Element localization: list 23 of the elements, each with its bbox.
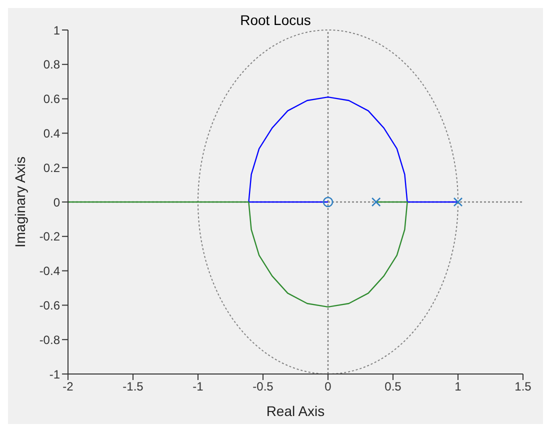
y-tick-label: 0.8 xyxy=(43,58,60,72)
x-tick-label: 0.5 xyxy=(384,380,402,394)
y-tick-label: -0.2 xyxy=(39,230,60,244)
x-tick-label: -1.5 xyxy=(122,380,144,394)
x-tick-label: 0 xyxy=(324,380,332,394)
y-axis-title: Imaginary Axis xyxy=(12,156,28,248)
x-tick-label: -0.5 xyxy=(252,380,274,394)
y-tick-label: 0 xyxy=(53,195,60,210)
y-tick-label: -1 xyxy=(49,367,60,382)
x-axis-title: Real Axis xyxy=(266,403,325,419)
x-tick-label: 1.5 xyxy=(514,380,532,394)
y-tick-label: -0.4 xyxy=(39,264,60,278)
x-tick-label: -1 xyxy=(192,380,204,394)
line-series xyxy=(68,201,408,308)
x-tick-label: -2 xyxy=(62,380,74,394)
y-tick-label: 0.4 xyxy=(43,126,60,140)
chart-title: Root Locus xyxy=(240,12,311,28)
y-tick-label: 0.2 xyxy=(43,160,60,175)
y-tick-label: 1 xyxy=(53,23,60,38)
y-tick-label: 0.6 xyxy=(43,92,60,106)
x-tick-label: 1 xyxy=(454,380,462,394)
y-tick-label: -0.8 xyxy=(39,332,60,347)
y-tick-label: -0.6 xyxy=(39,298,60,312)
